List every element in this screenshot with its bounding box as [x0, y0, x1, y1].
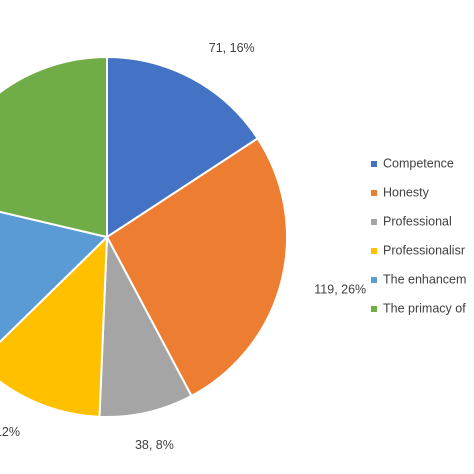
legend-swatch: [371, 190, 377, 196]
legend-label: Competence: [383, 156, 454, 170]
data-label: 71, 16%: [209, 41, 255, 55]
data-label: 119, 26%: [314, 283, 366, 297]
legend-label: The enhancem: [383, 272, 466, 286]
pie-slice: [0, 55, 108, 239]
legend-label: Professionalisr: [383, 243, 465, 257]
legend-swatch: [371, 306, 377, 312]
legend-label: Honesty: [383, 185, 430, 199]
pie-slice: [106, 55, 260, 239]
legend-swatch: [371, 161, 377, 167]
legend-swatch: [371, 219, 377, 225]
legend-swatch: [371, 277, 377, 283]
pie-slice: [0, 210, 109, 344]
data-label: 38, 8%: [135, 438, 174, 452]
pie-slice: [0, 234, 109, 418]
pie-slice: [98, 233, 193, 418]
pie-slice: [105, 137, 288, 398]
legend-label: Professional: [383, 214, 452, 228]
legend-swatch: [371, 248, 377, 254]
data-label: 12%: [0, 425, 20, 439]
legend-label: The primacy of: [383, 301, 466, 315]
